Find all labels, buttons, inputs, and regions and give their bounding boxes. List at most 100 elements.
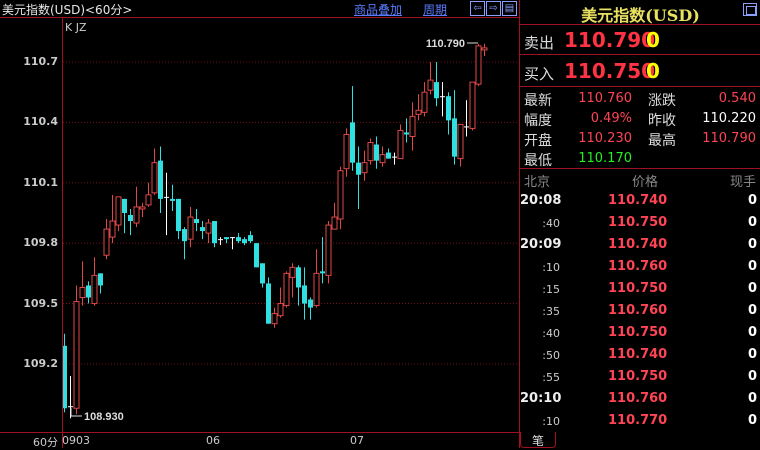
tick-time: :15 (542, 283, 560, 296)
candle (194, 208, 199, 232)
candle (434, 62, 439, 107)
candle (182, 227, 187, 260)
stat-value: 110.790 (702, 131, 756, 146)
stat-label: 最低 (524, 153, 552, 169)
candle (331, 202, 338, 230)
col-time-header: 北京 (524, 175, 551, 190)
stat-label: 涨跌 (648, 93, 676, 109)
sell-row: 卖出 110.790 0 (524, 28, 660, 53)
tick-price: 110.770 (608, 413, 668, 428)
candle (218, 237, 223, 246)
candle (457, 123, 464, 167)
tick-row: 20:08 110.740 0 (520, 190, 760, 212)
tick-time: 20:09 (520, 237, 562, 252)
candle (230, 237, 235, 250)
y-tick-label: 109.8 (23, 236, 58, 250)
stat-label: 昨收 (648, 113, 676, 129)
stat-value: 110.220 (702, 111, 756, 126)
sell-label: 卖出 (524, 34, 555, 52)
stat-value: 0.540 (718, 91, 756, 106)
period-link[interactable]: 周期 (423, 3, 448, 17)
candle (427, 62, 434, 95)
tick-volume: 0 (747, 391, 757, 406)
candle (475, 43, 482, 87)
candle (277, 287, 284, 318)
candle (212, 221, 217, 248)
tick-row: 20:09 110.740 0 (520, 234, 760, 256)
candle (170, 184, 175, 211)
tick-volume: 0 (747, 413, 757, 428)
candle (91, 257, 98, 306)
candle (469, 81, 476, 131)
tick-row: 20:10 110.760 0 (520, 388, 760, 410)
candle (73, 285, 80, 415)
tick-volume: 0 (747, 369, 757, 384)
stat-value: 110.230 (578, 131, 632, 146)
arrow-left-icon[interactable]: ⇦ (470, 1, 485, 16)
candle (205, 219, 212, 244)
stat-label: 最新 (524, 93, 552, 109)
candle (200, 221, 205, 240)
col-price-header: 价格 (632, 175, 659, 190)
candle (260, 263, 265, 288)
candle (266, 277, 271, 324)
tick-time: :50 (542, 349, 560, 362)
candle (325, 221, 332, 284)
tick-volume: 0 (747, 281, 757, 296)
tick-price: 110.750 (608, 215, 668, 230)
y-axis-line (62, 18, 63, 448)
x-tick-label: 06 (206, 434, 220, 447)
stat-value: 110.760 (578, 91, 632, 106)
quote-panel: 美元指数(USD) 卖出 110.790 0 买入 110.750 0 最新 11… (519, 0, 760, 448)
tick-row: :35 110.760 0 (520, 300, 760, 322)
candle (464, 100, 469, 137)
candle (356, 146, 361, 209)
candle (133, 186, 140, 228)
tab-trades[interactable]: 笔 (520, 432, 556, 448)
tick-price: 110.760 (608, 303, 668, 318)
buy-volume: 0 (646, 59, 660, 83)
candle (415, 94, 422, 121)
candle (151, 148, 158, 195)
candle (320, 237, 325, 284)
tick-price: 110.740 (608, 193, 668, 208)
tick-volume: 0 (747, 215, 757, 230)
candle (446, 92, 451, 135)
tick-volume: 0 (747, 259, 757, 274)
tick-time: 20:08 (520, 193, 562, 208)
tick-price: 110.740 (608, 237, 668, 252)
sell-volume: 0 (646, 28, 660, 52)
tick-volume: 0 (747, 347, 757, 362)
tick-row: :40 110.750 0 (520, 322, 760, 344)
tick-time: :35 (542, 305, 560, 318)
tick-price: 110.750 (608, 281, 668, 296)
tick-time: :10 (542, 261, 560, 274)
candle (404, 118, 409, 143)
tick-volume: 0 (747, 303, 757, 318)
candle (62, 333, 67, 413)
candle (122, 198, 127, 234)
stat-value: 0.49% (590, 111, 632, 126)
maximize-icon[interactable] (743, 3, 757, 16)
candle (224, 237, 229, 244)
buy-label: 买入 (524, 65, 555, 83)
candlestick-chart[interactable]: 110.790 108.930 (0, 0, 519, 448)
stat-value: 110.170 (578, 151, 632, 166)
candle (289, 263, 296, 298)
candle (440, 82, 445, 117)
y-tick-label: 109.5 (23, 296, 58, 310)
candle (283, 271, 290, 308)
high-marker: 110.790 (426, 38, 465, 50)
split-panel-icon[interactable]: ▤ (502, 1, 517, 16)
overlay-link[interactable]: 商品叠加 (354, 3, 403, 17)
tick-price: 110.760 (608, 391, 668, 406)
arrow-right-icon[interactable]: ⇨ (486, 1, 501, 16)
tick-row: :50 110.740 0 (520, 344, 760, 366)
candle (236, 233, 241, 244)
y-tick-label: 109.2 (23, 356, 58, 370)
candle (452, 90, 457, 165)
candle (386, 148, 391, 159)
tick-time: 20:10 (520, 391, 562, 406)
tick-volume: 0 (747, 325, 757, 340)
tick-time: :40 (542, 327, 560, 340)
